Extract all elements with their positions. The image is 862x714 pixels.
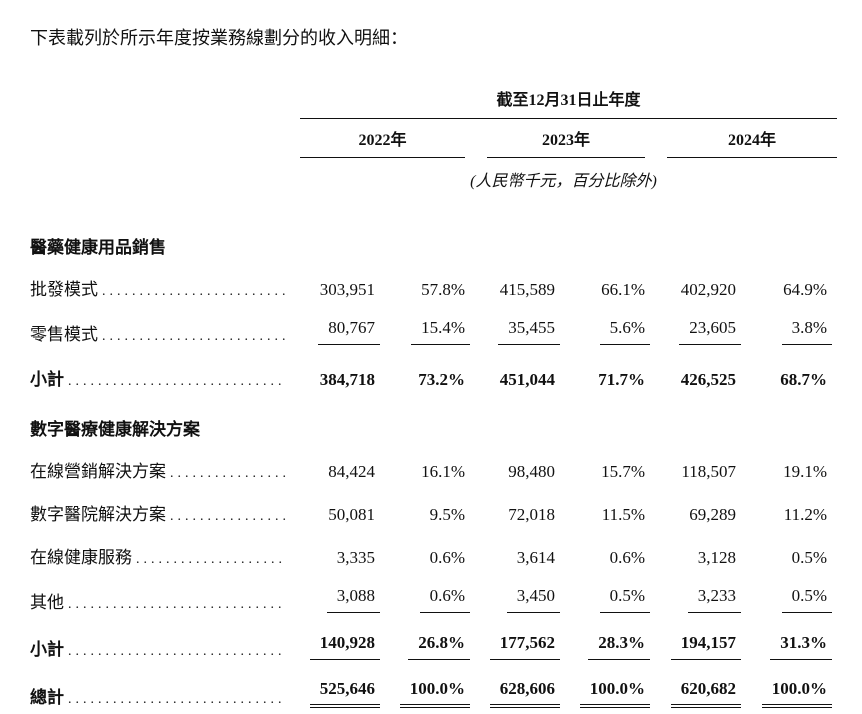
amount-cell: 3,614 (516, 548, 555, 567)
percent-cell: 66.1% (601, 280, 645, 299)
dot-leader (136, 548, 286, 568)
unit-note-row: (人民幣千元，百分比除外) (30, 158, 837, 191)
amount-cell: 80,767 (300, 309, 380, 354)
section-header-row: 數字醫療健康解決方案 (30, 399, 837, 448)
year-header-row: 2022年 2023年 2024年 (30, 119, 838, 159)
row-label: 在線營銷解決方案 (30, 448, 300, 491)
row-label: 小計 (30, 354, 300, 399)
percent-cell: 11.5% (601, 505, 645, 524)
section-header: 醫藥健康用品銷售 (30, 238, 166, 257)
intro-text: 下表載列於所示年度按業務線劃分的收入明細： (30, 28, 408, 48)
table-row: 在線健康服務 3,335 0.6% 3,614 0.6% 3,128 0.5% (30, 534, 837, 577)
percent-cell: 100.0% (736, 669, 837, 714)
subtotal-row: 小計 384,718 73.2% 451,044 71.7% 426,525 6… (30, 354, 837, 399)
amount-cell: 303,951 (319, 280, 375, 299)
revenue-table: 截至12月31日止年度 2022年 2023年 2024年 (人民幣千元，百分比… (30, 84, 838, 714)
amount-cell: 402,920 (680, 280, 736, 299)
dot-leader (170, 462, 286, 482)
amount-cell: 69,289 (689, 505, 736, 524)
percent-cell: 16.1% (421, 462, 465, 481)
table-row: 數字醫院解決方案 50,081 9.5% 72,018 11.5% 69,289… (30, 491, 837, 534)
percent-cell: 73.2% (418, 370, 465, 389)
percent-cell: 15.7% (601, 462, 645, 481)
amount-cell: 50,081 (328, 505, 375, 524)
header-spacer (30, 119, 300, 159)
amount-cell: 451,044 (499, 370, 555, 389)
table-row: 零售模式 80,767 15.4% 35,455 5.6% 23,605 3.8… (30, 309, 837, 354)
amount-cell: 3,335 (336, 548, 375, 567)
amount-cell: 3,088 (300, 577, 380, 622)
row-label: 批發模式 (30, 266, 300, 309)
row-label: 其他 (30, 577, 300, 622)
amount-cell: 426,525 (680, 370, 736, 389)
section-header-row: 醫藥健康用品銷售 (30, 191, 837, 266)
dot-leader (102, 325, 286, 345)
amount-cell: 84,424 (328, 462, 375, 481)
percent-cell: 9.5% (429, 505, 465, 524)
percent-cell: 0.6% (609, 548, 645, 567)
percent-cell: 0.5% (555, 577, 650, 622)
unit-note: (人民幣千元，百分比除外) (470, 173, 657, 190)
row-label: 數字醫院解決方案 (30, 491, 300, 534)
amount-cell: 35,455 (465, 309, 560, 354)
percent-cell: 3.8% (736, 309, 837, 354)
row-label: 總計 (30, 669, 300, 714)
amount-cell: 415,589 (499, 280, 555, 299)
dot-leader (68, 688, 286, 708)
percent-cell: 15.4% (375, 309, 470, 354)
percent-cell: 11.2% (783, 505, 828, 524)
percent-cell: 64.9% (783, 280, 828, 299)
subtotal-row: 小計 140,928 26.8% 177,562 28.3% 194,157 3… (30, 622, 837, 669)
table-row: 在線營銷解決方案 84,424 16.1% 98,480 15.7% 118,5… (30, 448, 837, 491)
year-header-2022: 2022年 (300, 119, 465, 158)
amount-cell: 23,605 (645, 309, 741, 354)
percent-cell: 57.8% (421, 280, 465, 299)
amount-cell: 620,682 (645, 669, 741, 714)
percent-cell: 100.0% (375, 669, 470, 714)
header-spacer (30, 84, 300, 119)
amount-cell: 3,128 (697, 548, 736, 567)
row-label: 零售模式 (30, 309, 300, 354)
amount-cell: 628,606 (465, 669, 560, 714)
percent-cell: 28.3% (555, 622, 650, 669)
amount-cell: 3,450 (465, 577, 560, 622)
percent-cell: 68.7% (780, 370, 828, 389)
total-row: 總計 525,646 100.0% 628,606 100.0% 620,682… (30, 669, 837, 714)
row-label: 小計 (30, 622, 300, 669)
dot-leader (68, 640, 286, 660)
dot-leader (68, 593, 286, 613)
section-header: 數字醫療健康解決方案 (30, 420, 200, 439)
header-spacer (30, 158, 300, 191)
percent-cell: 0.6% (429, 548, 465, 567)
amount-cell: 177,562 (465, 622, 560, 669)
percent-cell: 26.8% (375, 622, 470, 669)
table-row: 批發模式 303,951 57.8% 415,589 66.1% 402,920… (30, 266, 837, 309)
percent-cell: 31.3% (736, 622, 837, 669)
amount-cell: 384,718 (319, 370, 375, 389)
amount-cell: 98,480 (508, 462, 555, 481)
percent-cell: 0.5% (791, 548, 828, 567)
period-header-row: 截至12月31日止年度 (30, 84, 838, 119)
percent-cell: 5.6% (555, 309, 650, 354)
row-label: 在線健康服務 (30, 534, 300, 577)
amount-cell: 525,646 (300, 669, 380, 714)
amount-cell: 3,233 (645, 577, 741, 622)
dot-leader (170, 505, 286, 525)
percent-cell: 19.1% (783, 462, 828, 481)
percent-cell: 0.5% (736, 577, 837, 622)
year-header-2024: 2024年 (645, 119, 838, 158)
amount-cell: 194,157 (645, 622, 741, 669)
period-header: 截至12月31日止年度 (300, 84, 838, 119)
percent-cell: 71.7% (598, 370, 645, 389)
amount-cell: 140,928 (300, 622, 380, 669)
dot-leader (102, 280, 286, 300)
amount-cell: 72,018 (508, 505, 555, 524)
table-row: 其他 3,088 0.6% 3,450 0.5% 3,233 0.5% (30, 577, 837, 622)
year-header-2023: 2023年 (465, 119, 645, 158)
percent-cell: 100.0% (555, 669, 650, 714)
dot-leader (68, 370, 286, 390)
amount-cell: 118,507 (681, 462, 736, 481)
percent-cell: 0.6% (375, 577, 470, 622)
